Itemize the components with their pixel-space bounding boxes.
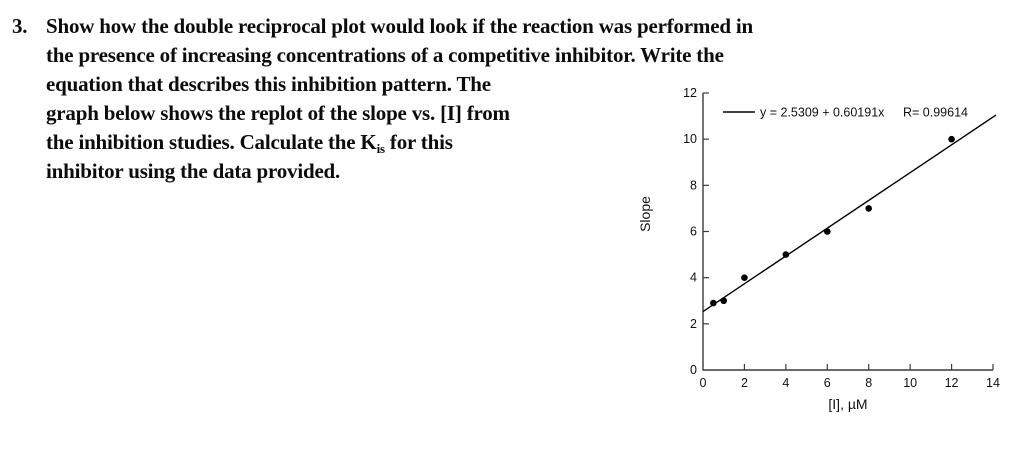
question-line-6: inhibitor using the data provided. (46, 159, 341, 183)
fit-line (702, 114, 997, 313)
question-line-2: the presence of increasing concentration… (46, 43, 724, 67)
k-is-subscript: is (376, 141, 385, 156)
y-tick-label: 6 (690, 225, 697, 239)
question-number: 3. (12, 14, 28, 38)
x-tick-label: 14 (986, 376, 1000, 390)
data-point (948, 135, 955, 143)
y-tick-label: 12 (683, 86, 697, 100)
question-line-4: graph below shows the replot of the slop… (46, 101, 510, 125)
y-tick-label: 4 (690, 271, 697, 285)
slope-replot-chart: 0 2 4 6 8 10 12 14 0 2 4 6 8 10 12 y = 2.5309 + 0.60191… (620, 78, 1024, 448)
x-tick-label: 2 (741, 376, 748, 390)
question-lines: Show how the double reciprocal plot woul… (46, 12, 753, 186)
question-line-3: equation that describes this inhibition … (46, 72, 491, 96)
data-point (741, 274, 748, 281)
x-tick-label: 12 (945, 376, 959, 390)
slope-replot-svg: 0 2 4 6 8 10 12 14 0 2 4 6 8 10 12 y = 2.5309 + 0.60191… (637, 86, 1000, 412)
question-text: 3. Show how the double reciprocal plot w… (12, 12, 753, 186)
question-line-1: Show how the double reciprocal plot woul… (46, 14, 753, 38)
axes (702, 93, 993, 371)
data-point (823, 228, 831, 235)
question-line-5: the inhibition studies. Calculate the Ki… (46, 128, 753, 157)
y-tick-label: 8 (690, 178, 697, 192)
x-tick-label: 8 (865, 376, 872, 390)
legend-r-value: R= 0.99614 (903, 106, 968, 120)
data-point (865, 205, 873, 212)
data-point (710, 299, 717, 307)
x-tick-label: 10 (903, 376, 917, 390)
x-tick-label: 6 (824, 376, 831, 390)
x-tick-label: 0 (700, 376, 707, 390)
legend-equation: y = 2.5309 + 0.60191x (760, 106, 885, 120)
data-point (720, 297, 728, 305)
y-tick-label: 2 (690, 317, 697, 331)
y-tick-label: 0 (690, 363, 697, 377)
question-line-5-pre: the inhibition studies. Calculate the K (46, 130, 377, 154)
question-line-5-post: for this (384, 130, 453, 154)
x-axis-label: [I], µM (828, 396, 867, 412)
x-tick-label: 4 (782, 376, 789, 390)
y-axis-label: Slope (637, 196, 653, 232)
data-point (782, 251, 790, 258)
y-tick-label: 10 (683, 132, 697, 146)
